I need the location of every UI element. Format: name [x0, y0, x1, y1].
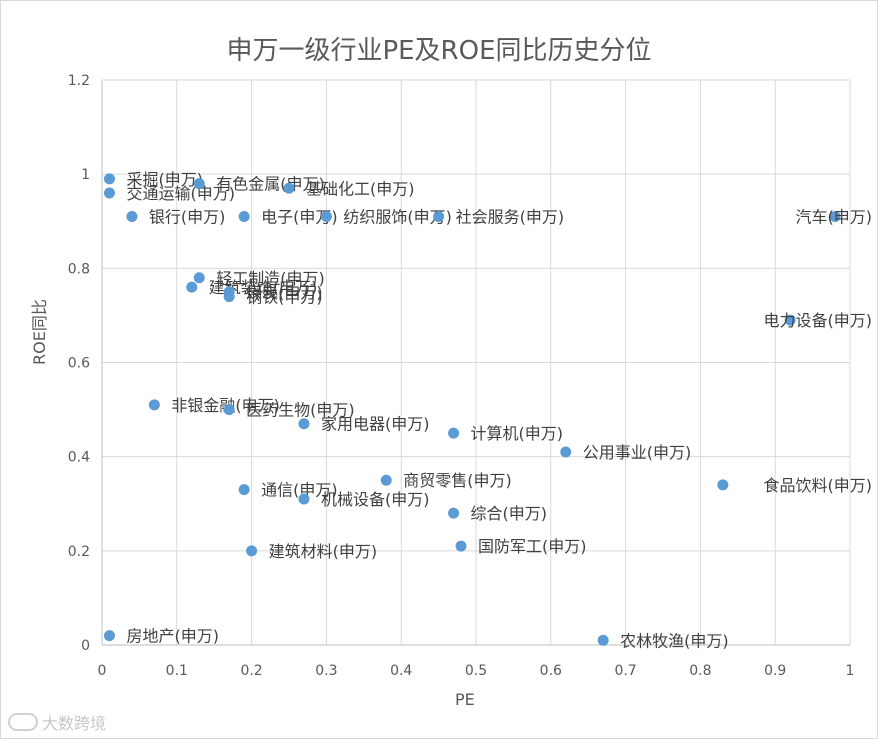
data-label: 通信(申万): [261, 481, 338, 500]
data-label: 建筑材料(申万): [269, 542, 378, 561]
x-tick-label: 0.3: [315, 663, 337, 679]
data-label: 家用电器(申万): [321, 415, 430, 434]
y-tick-label: 0: [81, 638, 90, 654]
data-point: [148, 399, 160, 411]
data-point: [193, 272, 205, 284]
data-point: [238, 484, 250, 496]
data-label: 交通运输(申万): [126, 184, 235, 203]
data-point: [448, 507, 460, 519]
watermark-text: 大数跨境: [42, 714, 107, 733]
x-tick-label: 0.7: [614, 663, 636, 679]
data-point: [103, 173, 115, 185]
data-label: 非银金融(申万): [171, 396, 279, 415]
data-label: 社会服务(申万): [456, 208, 564, 227]
data-point: [829, 211, 841, 223]
data-label: 商贸零售(申万): [403, 471, 512, 490]
data-point: [193, 178, 205, 190]
chart-title: 申万一级行业PE及ROE同比历史分位: [226, 36, 652, 66]
x-tick-label: 0.1: [166, 663, 188, 679]
data-label: 钢铁(申万): [246, 288, 323, 307]
x-tick-label: 0.8: [689, 663, 711, 679]
data-point: [784, 314, 796, 326]
x-axis-title: PE: [455, 690, 475, 709]
data-label: 农林牧渔(申万): [620, 631, 729, 650]
x-tick-label: 0.6: [540, 663, 562, 679]
data-label: 公用事业(申万): [583, 443, 692, 462]
data-point: [298, 418, 310, 430]
data-label: 机械设备(申万): [321, 490, 430, 509]
data-point: [433, 211, 445, 223]
y-tick-label: 1: [81, 167, 90, 183]
y-tick-label: 0.4: [68, 450, 90, 466]
data-point: [223, 291, 235, 303]
watermark: 大数跨境: [8, 710, 106, 734]
data-point: [298, 493, 310, 505]
data-point: [320, 211, 332, 223]
y-tick-label: 1.2: [68, 73, 90, 89]
data-label: 国防军工(申万): [478, 537, 587, 556]
data-point: [246, 545, 258, 557]
data-point: [223, 404, 235, 416]
data-label: 食品饮料(申万): [764, 476, 873, 495]
data-label: 有色金属(申万): [216, 175, 324, 194]
data-label: 电力设备(申万): [764, 311, 873, 330]
data-label: 汽车(申万): [796, 208, 873, 227]
data-label: 建筑装饰(申万): [209, 278, 318, 297]
y-tick-label: 0.2: [68, 544, 90, 560]
data-point: [186, 281, 198, 293]
data-point: [560, 446, 572, 458]
data-label: 基础化工(申万): [306, 179, 415, 198]
data-label: 银行(申万): [149, 208, 226, 227]
data-point: [455, 540, 467, 552]
x-tick-label: 0: [98, 663, 107, 679]
data-point: [380, 474, 392, 486]
y-axis-title: ROE同比: [30, 299, 49, 365]
data-label: 纺织服饰(申万): [343, 208, 452, 227]
x-tick-label: 0.4: [390, 663, 412, 679]
data-label: 医药生物(申万): [246, 401, 355, 420]
data-label: 轻工制造(申万): [216, 269, 324, 288]
data-label: 计算机(申万): [471, 424, 564, 443]
data-point: [283, 182, 295, 194]
data-point: [448, 427, 460, 439]
data-point: [717, 479, 729, 491]
data-label: 煤炭(申万): [246, 283, 323, 302]
y-tick-label: 0.6: [68, 356, 90, 372]
x-tick-label: 0.2: [240, 663, 262, 679]
data-label: 房地产(申万): [126, 627, 219, 646]
data-point: [597, 634, 609, 646]
data-point: [238, 211, 250, 223]
y-tick-label: 0.8: [68, 261, 90, 277]
watermark-logo-icon: [8, 713, 38, 731]
x-tick-label: 1: [846, 663, 855, 679]
data-point: [126, 211, 138, 223]
data-label: 电子(申万): [261, 208, 338, 227]
x-tick-label: 0.9: [764, 663, 786, 679]
data-point: [103, 187, 115, 199]
x-tick-label: 0.5: [465, 663, 487, 679]
data-point: [103, 630, 115, 642]
data-label: 采掘(申万): [126, 170, 203, 189]
data-label: 综合(申万): [471, 504, 548, 523]
